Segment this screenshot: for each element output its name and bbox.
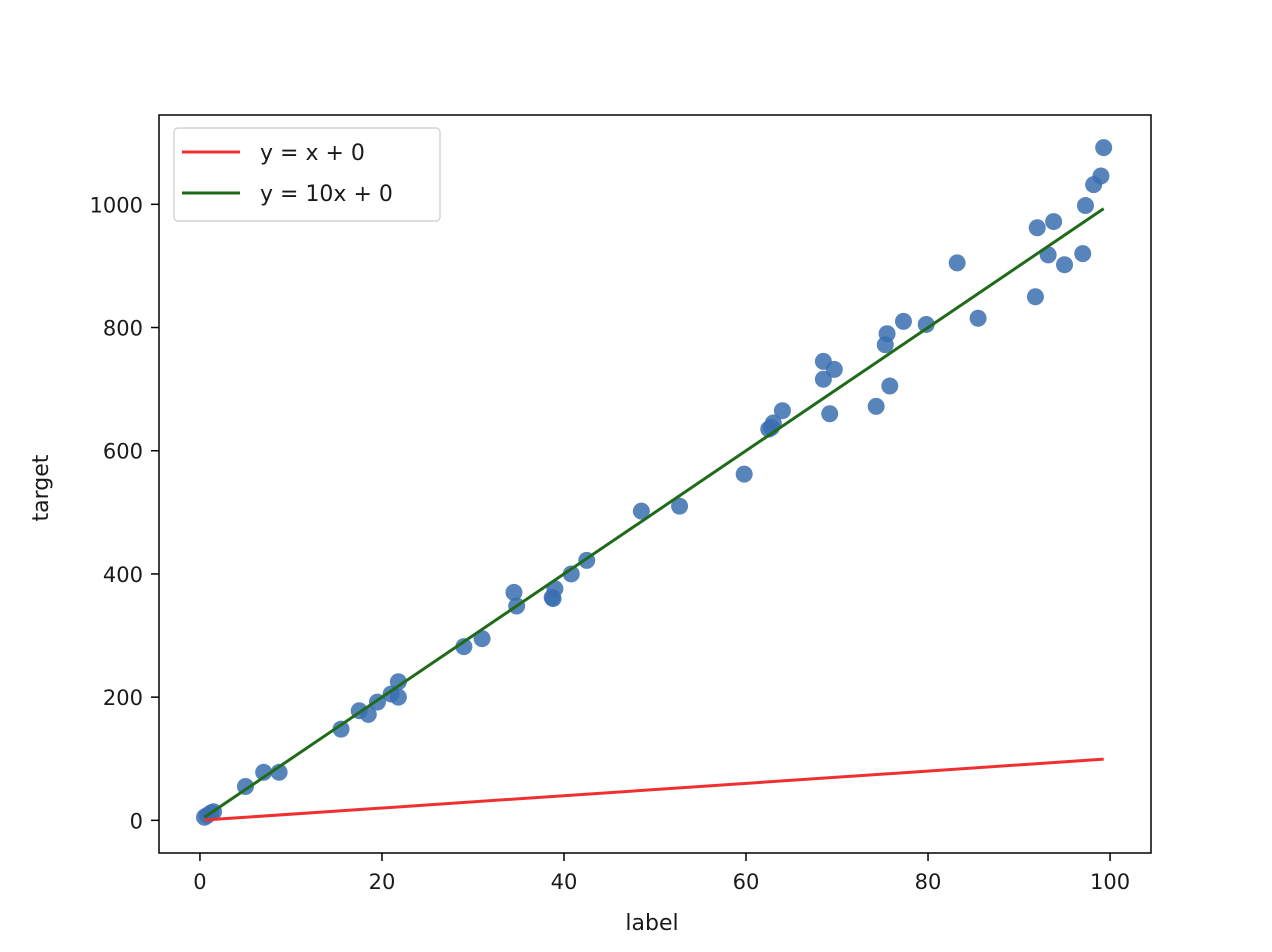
scatter-point xyxy=(814,370,832,388)
scatter-point xyxy=(867,397,885,415)
scatter-point xyxy=(1028,219,1046,237)
x-tick-label: 80 xyxy=(915,870,942,894)
scatter-point xyxy=(473,630,491,648)
x-tick-label: 100 xyxy=(1090,870,1130,894)
scatter-point xyxy=(1074,245,1092,263)
legend: y = x + 0 y = 10x + 0 xyxy=(173,127,441,222)
scatter-point xyxy=(878,325,896,343)
series-line-1 xyxy=(203,207,1105,819)
legend-label-green: y = 10x + 0 xyxy=(260,182,393,207)
scatter-point xyxy=(389,688,407,706)
scatter-point xyxy=(1056,256,1074,274)
x-axis-label: label xyxy=(625,911,678,936)
scatter-point xyxy=(735,465,753,483)
scatter-point xyxy=(917,315,935,333)
y-axis-label: target xyxy=(29,454,54,521)
scatter-point xyxy=(948,254,966,272)
plot-frame xyxy=(158,114,1152,854)
scatter-point xyxy=(1076,197,1094,215)
series-line-0 xyxy=(204,757,1104,822)
y-tick-label: 800 xyxy=(103,317,143,341)
y-tick-label: 200 xyxy=(103,686,143,710)
scatter-point xyxy=(1095,139,1113,157)
y-tick-label: 600 xyxy=(103,440,143,464)
scatter-point xyxy=(773,402,791,420)
x-tick-label: 60 xyxy=(733,870,760,894)
y-tick-label: 0 xyxy=(130,809,143,833)
x-axis-ticks: 0 20 40 60 80 100 xyxy=(193,853,1130,894)
scatter-point xyxy=(671,497,689,515)
fit-lines xyxy=(203,207,1105,822)
scatter-point xyxy=(562,565,580,583)
y-tick-label: 1000 xyxy=(90,193,143,217)
scatter-point xyxy=(894,312,912,330)
scatter-point xyxy=(389,673,407,691)
x-tick-label: 40 xyxy=(551,870,578,894)
scatter-point xyxy=(632,502,650,520)
scatter-point xyxy=(332,720,350,738)
scatter-point xyxy=(505,583,523,601)
scatter-point xyxy=(455,638,473,656)
scatter-point xyxy=(821,405,839,423)
y-axis-ticks: 0 200 400 600 800 1000 xyxy=(90,193,159,833)
y-tick-label: 400 xyxy=(103,563,143,587)
x-tick-label: 0 xyxy=(193,870,206,894)
legend-label-red: y = x + 0 xyxy=(260,141,365,166)
scatter-points xyxy=(196,139,1113,826)
scatter-point xyxy=(1026,288,1044,306)
x-tick-label: 20 xyxy=(369,870,396,894)
scatter-point xyxy=(1092,167,1110,185)
scatter-point xyxy=(1045,213,1063,231)
scatter-point xyxy=(255,763,273,781)
scatter-point xyxy=(825,360,843,378)
legend-box xyxy=(173,127,441,222)
scatter-point xyxy=(764,414,782,432)
scatter-point xyxy=(969,309,987,327)
scatter-point xyxy=(881,377,899,395)
